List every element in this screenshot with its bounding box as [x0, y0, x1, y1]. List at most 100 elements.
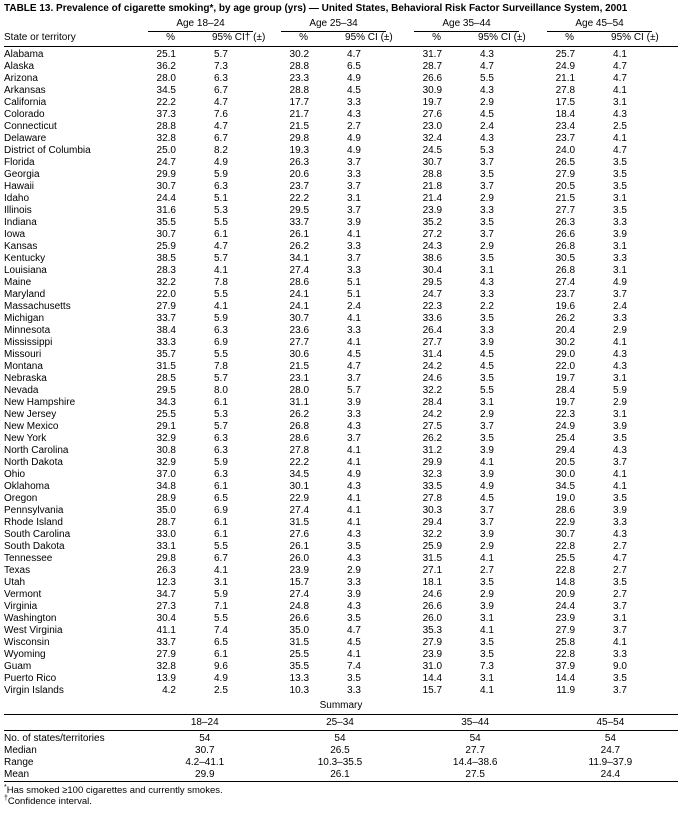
- ci-value-cell: 4.1: [214, 265, 228, 276]
- ci-value-cell: 3.1: [613, 613, 627, 624]
- ci-value-cell: 4.1: [347, 493, 361, 504]
- percent-value-cell: 28.7: [422, 61, 443, 72]
- state-row: Pennsylvania 35.0 6.9 27.4 4.1 30.3 3.7 28.6 3.9: [4, 505, 678, 517]
- ci-value-cell: 4.1: [613, 85, 627, 96]
- percent-value-cell: 20.4: [555, 325, 576, 336]
- state-row: New York 32.9 6.3 28.6 3.7 26.2 3.5 25.4 3.5: [4, 433, 678, 445]
- percent-value-cell: 33.5: [422, 481, 443, 492]
- percent-value-cell: 30.4: [422, 265, 443, 276]
- ci-value-cell: 5.5: [214, 613, 228, 624]
- state-row: Wyoming 27.9 6.1 25.5 4.1 23.9 3.5 22.8 3.3: [4, 649, 678, 661]
- ci-value-cell: 4.9: [214, 157, 228, 168]
- ci-value-cell: 2.9: [480, 409, 494, 420]
- percent-value-cell: 28.4: [422, 397, 443, 408]
- footnote-confidence-interval: †Confidence interval.: [4, 795, 678, 807]
- state-name-cell: Idaho: [4, 193, 30, 204]
- percent-value-cell: 32.8: [156, 133, 176, 144]
- state-row: Kansas 25.9 4.7 26.2 3.3 24.3 2.9 26.8 3.1: [4, 241, 678, 253]
- ci-value-cell: 7.4: [214, 625, 228, 636]
- ci-value-cell: 4.5: [480, 361, 494, 372]
- state-row: California 22.2 4.7 17.7 3.3 19.7 2.9 17.5 3.1: [4, 97, 678, 109]
- state-name-cell: Colorado: [4, 109, 45, 120]
- percent-value-cell: 22.2: [289, 457, 310, 468]
- percent-value-cell: 36.2: [156, 61, 176, 72]
- ci-value-cell: 3.5: [613, 205, 627, 216]
- ci-value-cell: 4.9: [347, 133, 361, 144]
- ci-value-cell: 3.9: [613, 229, 627, 240]
- ci-value-cell: 4.7: [214, 121, 228, 132]
- percent-value-cell: 27.9: [555, 625, 576, 636]
- ci-value-cell: 3.5: [613, 577, 627, 588]
- ci-value-cell: 5.9: [613, 385, 627, 396]
- percent-value-cell: 27.8: [289, 445, 310, 456]
- percent-value-cell: 18.4: [555, 109, 576, 120]
- ci-value-cell: 8.2: [214, 145, 228, 156]
- state-row: New Mexico 29.1 5.7 26.8 4.3 27.5 3.7 24.9 3.9: [4, 421, 678, 433]
- ci-value-cell: 2.7: [613, 565, 627, 576]
- ci-value-cell: 2.9: [613, 325, 627, 336]
- percent-value-cell: 34.3: [156, 397, 176, 408]
- percent-value-cell: 26.2: [289, 241, 310, 252]
- percent-value-cell: 37.3: [156, 109, 176, 120]
- percent-value-cell: 28.6: [289, 433, 310, 444]
- state-row: Arizona 28.0 6.3 23.3 4.9 26.6 5.5 21.1 4.7: [4, 73, 678, 85]
- percent-value-cell: 18.1: [422, 577, 443, 588]
- percent-value-cell: 23.9: [422, 205, 443, 216]
- ci-value-cell: 4.7: [214, 241, 228, 252]
- percent-value-cell: 28.7: [156, 517, 176, 528]
- ci-value-cell: 6.5: [347, 61, 361, 72]
- group-header-label: Age 18–24: [148, 18, 254, 32]
- ci-value-cell: 3.1: [347, 193, 361, 204]
- state-row: North Dakota 32.9 5.9 22.2 4.1 29.9 4.1 20.5 3.7: [4, 457, 678, 469]
- ci-value-cell: 5.7: [214, 253, 228, 264]
- state-name-cell: Iowa: [4, 229, 26, 240]
- percent-value-cell: 29.5: [422, 277, 443, 288]
- ci-value-cell: 4.1: [347, 649, 361, 660]
- ci-value-cell: 4.7: [347, 361, 361, 372]
- percent-value-cell: 20.6: [289, 169, 310, 180]
- ci-value-cell: 2.4: [613, 301, 627, 312]
- percent-value-cell: 25.5: [289, 649, 310, 660]
- state-row: Utah 12.3 3.1 15.7 3.3 18.1 3.5 14.8 3.5: [4, 577, 678, 589]
- percent-value-cell: 22.0: [156, 289, 176, 300]
- percent-value-cell: 31.5: [289, 637, 310, 648]
- percent-value-cell: 33.6: [422, 313, 443, 324]
- ci-value-cell: 3.7: [613, 685, 627, 696]
- percent-value-cell: 31.1: [289, 397, 310, 408]
- state-row: South Dakota 33.1 5.5 26.1 3.5 25.9 2.9 22.8 2.7: [4, 541, 678, 553]
- percent-value-cell: 29.4: [422, 517, 443, 528]
- summary-value-cell: 26.5: [330, 745, 350, 756]
- state-row: Vermont 34.7 5.9 27.4 3.9 24.6 2.9 20.9 2.7: [4, 589, 678, 601]
- summary-header-spacer: [4, 714, 138, 731]
- ci-value-cell: 4.1: [347, 229, 361, 240]
- ci-value-cell: 3.7: [613, 601, 627, 612]
- ci-value-cell: 4.1: [347, 445, 361, 456]
- percent-value-cell: 24.3: [422, 241, 443, 252]
- ci-header: 95% CI (±): [605, 32, 679, 47]
- state-row: Hawaii 30.7 6.3 23.7 3.7 21.8 3.7 20.5 3.5: [4, 181, 678, 193]
- state-row: Idaho 24.4 5.1 22.2 3.1 21.4 2.9 21.5 3.1: [4, 193, 678, 205]
- summary-header-row: 18–24 25–34 35–44 45–54: [4, 714, 678, 731]
- percent-value-cell: 22.8: [555, 541, 576, 552]
- percent-value-cell: 26.1: [289, 541, 310, 552]
- state-name-cell: Rhode Island: [4, 517, 63, 528]
- percent-value-cell: 28.0: [289, 385, 310, 396]
- state-row: Tennessee 29.8 6.7 26.0 4.3 31.5 4.1 25.5 4.7: [4, 553, 678, 565]
- table-title: TABLE 13. Prevalence of cigarette smokin…: [4, 3, 628, 14]
- ci-value-cell: 3.9: [480, 337, 494, 348]
- summary-header-35-44: 35–44: [407, 714, 543, 731]
- ci-value-cell: 3.1: [613, 97, 627, 108]
- ci-value-cell: 4.3: [613, 445, 627, 456]
- ci-value-cell: 4.1: [480, 553, 494, 564]
- percent-value-cell: 33.3: [156, 337, 176, 348]
- percent-value-cell: 17.7: [289, 97, 310, 108]
- percent-value-cell: 26.0: [422, 613, 443, 624]
- state-row: Alabama 25.1 5.7 30.2 4.7 31.7 4.3 25.7 4.1: [4, 47, 678, 62]
- state-row: Nebraska 28.5 5.7 23.1 3.7 24.6 3.5 19.7 3.1: [4, 373, 678, 385]
- state-row: Michigan 33.7 5.9 30.7 4.1 33.6 3.5 26.2 3.3: [4, 313, 678, 325]
- percent-value-cell: 30.7: [156, 181, 176, 192]
- percent-header: %: [412, 32, 473, 47]
- summary-value-cell: 26.1: [330, 769, 350, 780]
- state-row: Maine 32.2 7.8 28.6 5.1 29.5 4.3 27.4 4.9: [4, 277, 678, 289]
